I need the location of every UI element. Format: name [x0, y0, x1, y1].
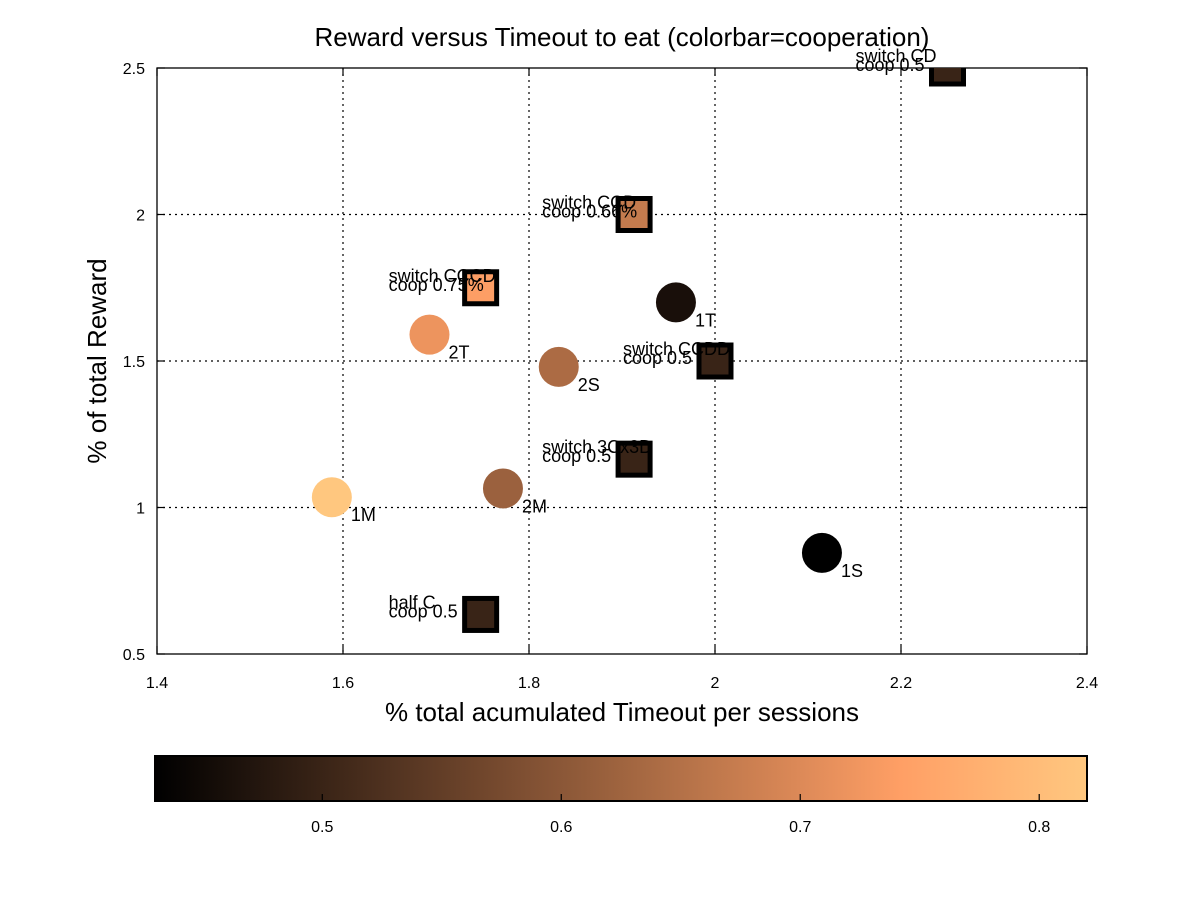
point-label: 1M: [351, 505, 376, 525]
y-axis-title: % of total Reward: [82, 258, 112, 463]
point-label: 2M: [522, 496, 547, 516]
point-label: switch 3Cx3D: [542, 437, 652, 457]
point-label: switch CD: [856, 46, 937, 66]
x-tick-label: 1.6: [332, 675, 354, 692]
colorbar-tick-label: 0.7: [789, 819, 811, 836]
data-point-circle: [311, 477, 352, 518]
chart-title: Reward versus Timeout to eat (colorbar=c…: [315, 22, 930, 52]
x-tick-label: 2.4: [1076, 675, 1098, 692]
colorbar-tick-label: 0.6: [550, 819, 572, 836]
point-label: switch CCCD: [389, 266, 496, 286]
point-label: switch CCD: [542, 193, 636, 213]
y-tick-label: 1.5: [123, 354, 145, 371]
point-label: coop 0.66%: [542, 202, 637, 222]
data-point-square: [696, 342, 734, 380]
data-point-circle: [538, 346, 579, 387]
point-label: switch CCDD: [623, 339, 730, 359]
colorbar-tick-label: 0.8: [1028, 819, 1050, 836]
data-point-circle: [655, 282, 696, 323]
y-tick-label: 0.5: [123, 647, 145, 664]
point-label: coop 0.5: [856, 55, 925, 75]
data-point-circle: [801, 532, 842, 573]
data-points: [311, 68, 966, 633]
point-label: coop 0.75%: [389, 275, 484, 295]
point-label: 2S: [578, 375, 600, 395]
data-point-square: [615, 196, 653, 233]
point-label: coop 0.5: [623, 348, 692, 368]
x-tick-label: 1.8: [518, 675, 540, 692]
data-point-square: [929, 68, 966, 87]
point-label: half C: [389, 592, 436, 612]
data-point-square: [462, 269, 500, 307]
colorbar-gradient: [154, 755, 1088, 802]
point-label: 1T: [695, 310, 716, 330]
data-point-circle: [409, 314, 450, 355]
x-tick-label: 2.2: [890, 675, 912, 692]
colorbar-tick-label: 0.5: [311, 819, 333, 836]
point-label: coop 0.5: [389, 601, 458, 621]
colorbar: 0.5 0.6 0.7 0.8: [154, 755, 1088, 836]
data-point-circle: [482, 468, 523, 509]
data-point-square: [615, 440, 653, 478]
data-point-square: [462, 595, 500, 633]
y-tick-label: 2.5: [123, 61, 145, 78]
y-tick-label: 2: [136, 208, 145, 225]
point-label: coop 0.5: [542, 446, 611, 466]
point-label: 2T: [448, 343, 469, 363]
x-tick-label: 1.4: [146, 675, 168, 692]
x-tick-label: 2: [711, 675, 720, 692]
grid-lines: [157, 68, 1087, 654]
y-tick-label: 1: [136, 501, 145, 518]
point-label: 1S: [841, 561, 863, 581]
axes: 1.4 1.6 1.8 2 2.2 2.4 0.5 1 1.5 2 2.5: [123, 61, 1098, 692]
x-axis-title: % total acumulated Timeout per sessions: [385, 697, 859, 727]
